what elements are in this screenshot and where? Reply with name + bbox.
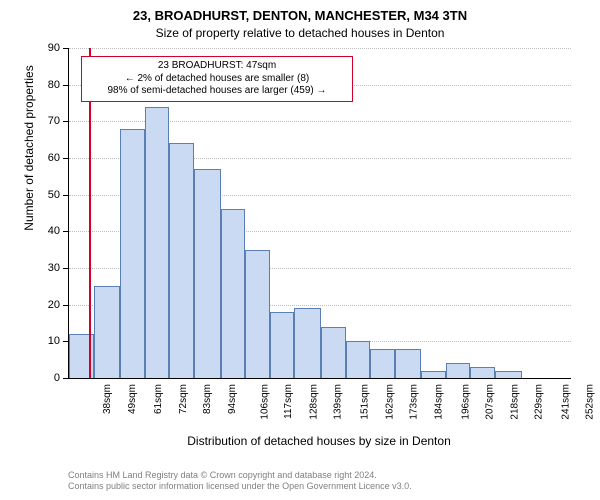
y-tick-label: 70	[34, 115, 60, 127]
x-tick-label: 106sqm	[259, 384, 270, 420]
x-tick-label: 229sqm	[534, 384, 545, 420]
x-tick-label: 184sqm	[433, 384, 444, 420]
histogram-bar	[370, 349, 395, 378]
x-tick-label: 61sqm	[153, 384, 164, 414]
histogram-bar	[194, 169, 221, 378]
histogram-bar	[245, 250, 270, 378]
x-tick-label: 173sqm	[409, 384, 420, 420]
y-tick-mark	[63, 195, 68, 196]
histogram-bar	[120, 129, 145, 378]
x-tick-label: 94sqm	[227, 384, 238, 414]
y-tick-mark	[63, 341, 68, 342]
x-tick-label: 196sqm	[460, 384, 471, 420]
y-tick-mark	[63, 231, 68, 232]
y-tick-label: 40	[34, 225, 60, 237]
histogram-bar	[421, 371, 446, 378]
annotation-box: 23 BROADHURST: 47sqm ← 2% of detached ho…	[81, 56, 353, 102]
y-tick-label: 20	[34, 299, 60, 311]
x-tick-label: 128sqm	[308, 384, 319, 420]
x-axis-title: Distribution of detached houses by size …	[68, 434, 570, 448]
histogram-bar	[495, 371, 522, 378]
y-tick-mark	[63, 158, 68, 159]
y-tick-label: 60	[34, 152, 60, 164]
y-tick-mark	[63, 121, 68, 122]
chart-subtitle-line2: Size of property relative to detached ho…	[0, 26, 600, 40]
y-tick-label: 30	[34, 262, 60, 274]
histogram-bar	[145, 107, 170, 378]
x-tick-label: 218sqm	[509, 384, 520, 420]
x-tick-label: 241sqm	[560, 384, 571, 420]
y-tick-mark	[63, 85, 68, 86]
annotation-line-1: 23 BROADHURST: 47sqm	[88, 60, 346, 73]
histogram-bar	[346, 341, 371, 378]
footer-line-2: Contains public sector information licen…	[68, 481, 412, 492]
y-tick-label: 80	[34, 79, 60, 91]
histogram-bar	[446, 363, 471, 378]
histogram-bar	[221, 209, 246, 378]
histogram-bar	[321, 327, 346, 378]
y-tick-label: 10	[34, 335, 60, 347]
histogram-bar	[169, 143, 194, 378]
y-tick-label: 0	[34, 372, 60, 384]
x-tick-label: 49sqm	[127, 384, 138, 414]
x-tick-label: 117sqm	[283, 384, 294, 419]
footer-line-1: Contains HM Land Registry data © Crown c…	[68, 470, 412, 481]
y-tick-mark	[63, 378, 68, 379]
histogram-bar	[94, 286, 121, 378]
chart-container: 23, BROADHURST, DENTON, MANCHESTER, M34 …	[0, 0, 600, 500]
y-tick-mark	[63, 268, 68, 269]
y-tick-label: 90	[34, 42, 60, 54]
annotation-line-2: ← 2% of detached houses are smaller (8)	[88, 73, 346, 86]
chart-title-line1: 23, BROADHURST, DENTON, MANCHESTER, M34 …	[0, 8, 600, 23]
y-tick-mark	[63, 305, 68, 306]
histogram-bar	[395, 349, 422, 378]
histogram-bar	[294, 308, 321, 378]
plot-area: 23 BROADHURST: 47sqm ← 2% of detached ho…	[68, 48, 571, 379]
x-tick-label: 38sqm	[102, 384, 113, 414]
x-tick-label: 252sqm	[585, 384, 596, 420]
x-tick-label: 207sqm	[485, 384, 496, 420]
x-tick-label: 72sqm	[178, 384, 189, 414]
histogram-bar	[470, 367, 495, 378]
y-tick-mark	[63, 48, 68, 49]
x-tick-label: 83sqm	[202, 384, 213, 414]
footer-attribution: Contains HM Land Registry data © Crown c…	[68, 470, 412, 493]
annotation-line-3: 98% of semi-detached houses are larger (…	[88, 85, 346, 98]
x-tick-label: 139sqm	[333, 384, 344, 420]
x-tick-label: 162sqm	[384, 384, 395, 420]
x-tick-label: 151sqm	[360, 384, 371, 420]
y-tick-label: 50	[34, 189, 60, 201]
histogram-bar	[270, 312, 295, 378]
